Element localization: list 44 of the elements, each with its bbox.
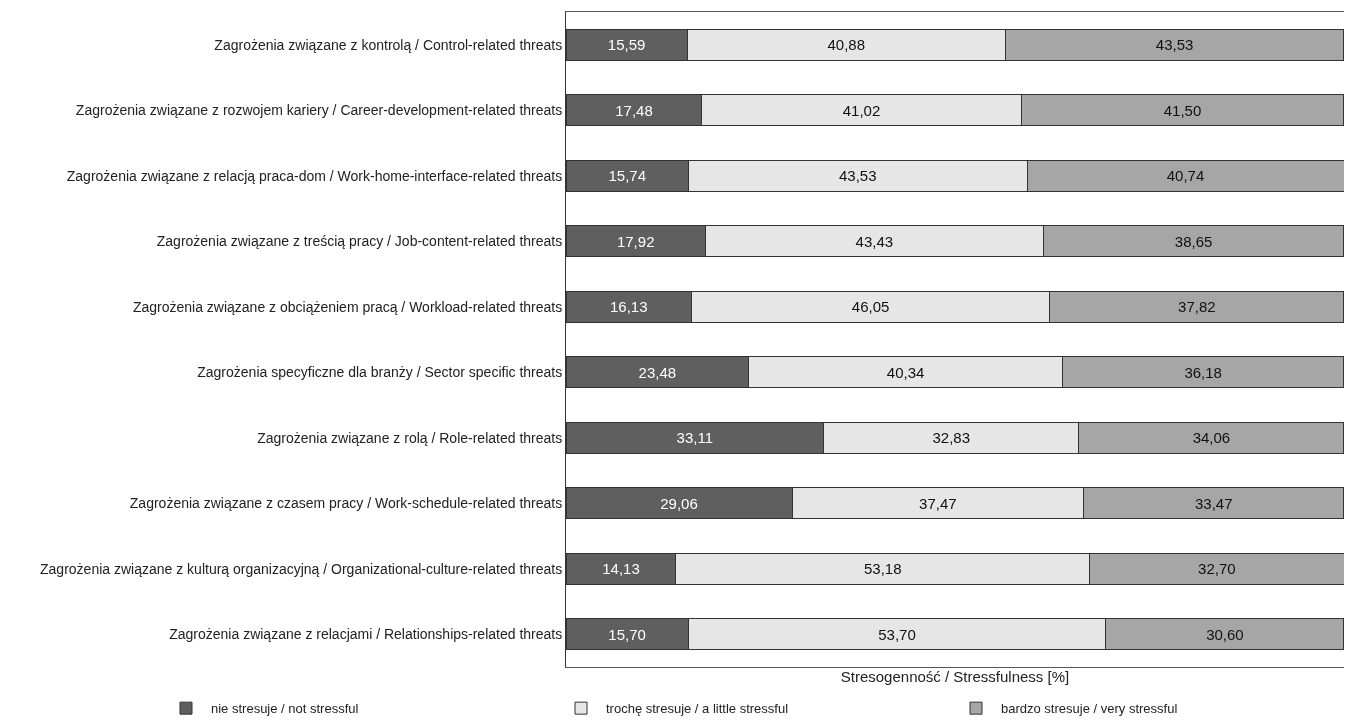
data-label: 40,34 bbox=[886, 363, 925, 381]
data-label: 53,18 bbox=[864, 560, 902, 578]
data-label: 40,88 bbox=[827, 36, 866, 54]
y-tick-label: Zagrożenia związane z treścią pracy / Job-content-related threats bbox=[156, 233, 563, 250]
data-label: 32,70 bbox=[1198, 560, 1236, 578]
data-label: 41,50 bbox=[1163, 101, 1202, 119]
data-label: 37,82 bbox=[1178, 298, 1216, 316]
y-tick-label: Zagrożenia związane z kontrolą / Control-related threats bbox=[214, 36, 563, 53]
data-label: 15,74 bbox=[608, 167, 646, 185]
data-label: 33,11 bbox=[676, 429, 713, 447]
data-label: 14,13 bbox=[602, 560, 640, 578]
data-label: 41,02 bbox=[842, 101, 881, 119]
data-label: 46,05 bbox=[851, 298, 890, 316]
data-label: 15,70 bbox=[608, 625, 646, 643]
data-label: 33,47 bbox=[1194, 494, 1233, 512]
data-label: 40,74 bbox=[1166, 167, 1205, 185]
y-tick-label: Zagrożenia związane z kulturą organizacyjną / Organizational-culture-related threats bbox=[40, 560, 563, 577]
data-label: 15,59 bbox=[607, 36, 646, 54]
data-label: 32,83 bbox=[932, 429, 971, 447]
data-label: 17,92 bbox=[616, 232, 655, 250]
data-label: 37,47 bbox=[919, 494, 957, 512]
data-label: 17,48 bbox=[615, 101, 653, 119]
legend-label: trochę stresuje / a little stressful bbox=[606, 701, 789, 717]
y-tick-label: Zagrożenia związane z czasem pracy / Work-schedule-related threats bbox=[129, 495, 563, 512]
data-label: 43,53 bbox=[1155, 36, 1194, 54]
data-label: 23,48 bbox=[638, 363, 677, 381]
data-label: 36,18 bbox=[1184, 363, 1222, 381]
y-tick-label: Zagrożenia związane z relacją praca-dom / Work-home-interface-related threats bbox=[66, 167, 563, 184]
data-label: 29,06 bbox=[660, 494, 698, 512]
y-tick-label: Zagrożenia specyficzne dla branży / Sector specific threats bbox=[197, 364, 563, 381]
y-tick-label: Zagrożenia związane z rolą / Role-related threats bbox=[257, 429, 563, 446]
data-label: 38,65 bbox=[1174, 232, 1213, 250]
legend-label: nie stresuje / not stressful bbox=[211, 701, 359, 717]
data-label: 16,13 bbox=[609, 298, 648, 316]
data-label: 43,53 bbox=[838, 167, 877, 185]
data-label: 34,06 bbox=[1192, 429, 1231, 447]
y-tick-label: Zagrożenia związane z obciążeniem pracą / Workload-related threats bbox=[132, 298, 563, 315]
y-tick-label: Zagrożenia związane z rozwojem kariery / Career-development-related threats bbox=[75, 102, 563, 119]
data-label: 53,70 bbox=[878, 625, 916, 643]
data-label: 30,60 bbox=[1206, 625, 1244, 643]
y-tick-label: Zagrożenia związane z relacjami / Relationships-related threats bbox=[169, 626, 563, 643]
data-label: 43,43 bbox=[855, 232, 894, 250]
legend-label: bardzo stresuje / very stressful bbox=[1001, 701, 1178, 717]
x-axis-title: Stresogenność / Stressfulness [%] bbox=[840, 668, 1070, 685]
